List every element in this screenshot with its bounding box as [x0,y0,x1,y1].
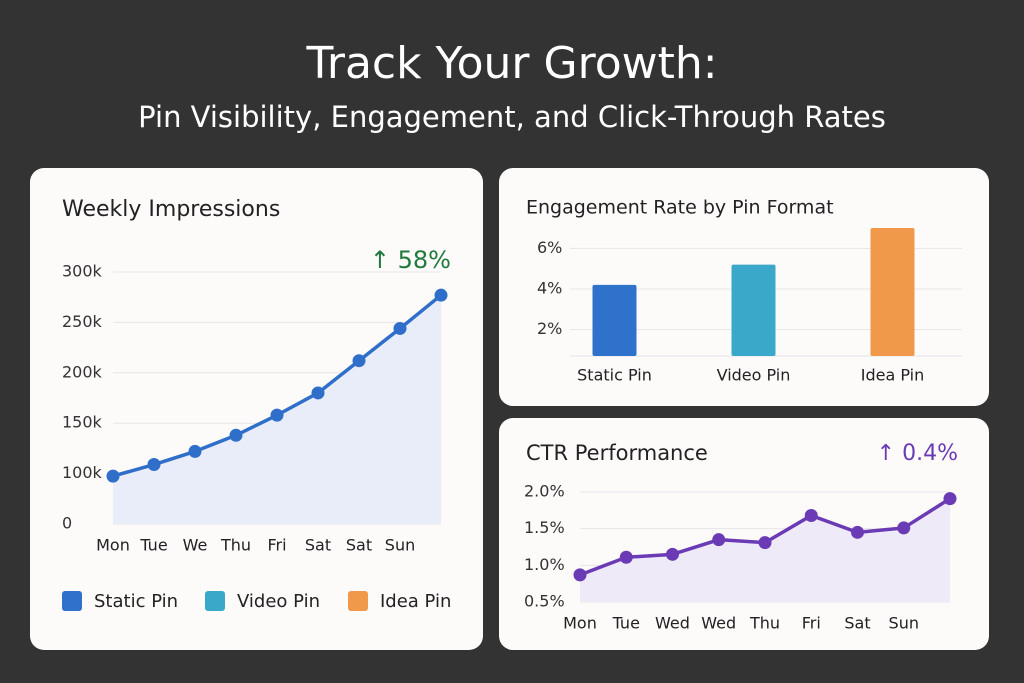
annotation: ↑ 58% [370,246,451,274]
x-tick-label: Sun [889,614,919,633]
x-tick-label: Fri [802,614,821,633]
x-tick-label: Static Pin [577,366,652,385]
y-tick-label: 0.5% [524,592,565,611]
x-tick-label: Idea Pin [861,366,925,385]
point [573,568,587,582]
chart-title: Weekly Impressions [62,197,280,222]
chart-title: Engagement Rate by Pin Format [526,197,834,219]
bar [592,284,637,356]
x-tick-label: Tue [612,614,640,633]
point [758,536,772,550]
y-tick-label: 4% [537,278,562,297]
chart-title: CTR Performance [526,441,708,465]
point [393,321,407,335]
legend-swatch [62,591,82,611]
annotation: ↑ 0.4% [877,441,958,466]
x-tick-label: Sat [346,536,372,555]
point [229,428,243,442]
point [666,547,679,561]
y-tick-label: 200k [62,362,103,381]
card [30,168,483,650]
y-tick-label: 100k [62,463,103,482]
point [188,444,202,458]
y-tick-label: 1.5% [524,518,565,537]
point [270,408,284,422]
y-tick-label: 2% [537,319,562,338]
point [897,521,911,535]
legend-label: Video Pin [237,591,320,612]
x-tick-label: Sat [844,614,870,633]
legend-swatch [348,591,368,611]
y-tick-label: 2.0% [524,482,565,501]
x-tick-label: Mon [96,536,130,555]
x-tick-label: Sun [385,536,415,555]
bar [870,228,915,356]
point [619,550,633,564]
legend-label: Static Pin [94,591,178,612]
page-title: Track Your Growth: [305,38,717,89]
y-tick-label: 1.0% [524,555,565,574]
point [311,386,325,400]
x-tick-label: Thu [220,536,251,555]
x-tick-label: Fri [267,536,286,555]
point [712,533,726,547]
legend-label: Idea Pin [380,591,451,612]
x-tick-label: We [183,536,208,555]
point [851,525,864,539]
x-tick-label: Sat [305,536,331,555]
y-tick-label: 6% [537,238,562,257]
x-tick-label: Thu [749,614,780,633]
x-tick-label: Wed [701,614,736,633]
bar [731,264,776,356]
x-tick-label: Video Pin [717,366,791,385]
y-tick-label: 300k [62,262,103,281]
area [580,498,950,602]
point [804,508,818,522]
x-tick-label: Wed [655,614,690,633]
page-subtitle: Pin Visibility, Engagement, and Click-Th… [138,100,886,134]
legend-swatch [205,591,225,611]
x-tick-label: Mon [563,614,597,633]
point [106,469,120,483]
point [147,458,161,472]
point [943,492,957,506]
x-tick-label: Tue [139,536,167,555]
y-tick-label: 250k [62,312,103,331]
area [113,295,441,524]
point [434,288,448,302]
y-tick-label: 150k [62,413,103,432]
y-tick-label: 0 [62,514,72,533]
point [352,354,366,368]
